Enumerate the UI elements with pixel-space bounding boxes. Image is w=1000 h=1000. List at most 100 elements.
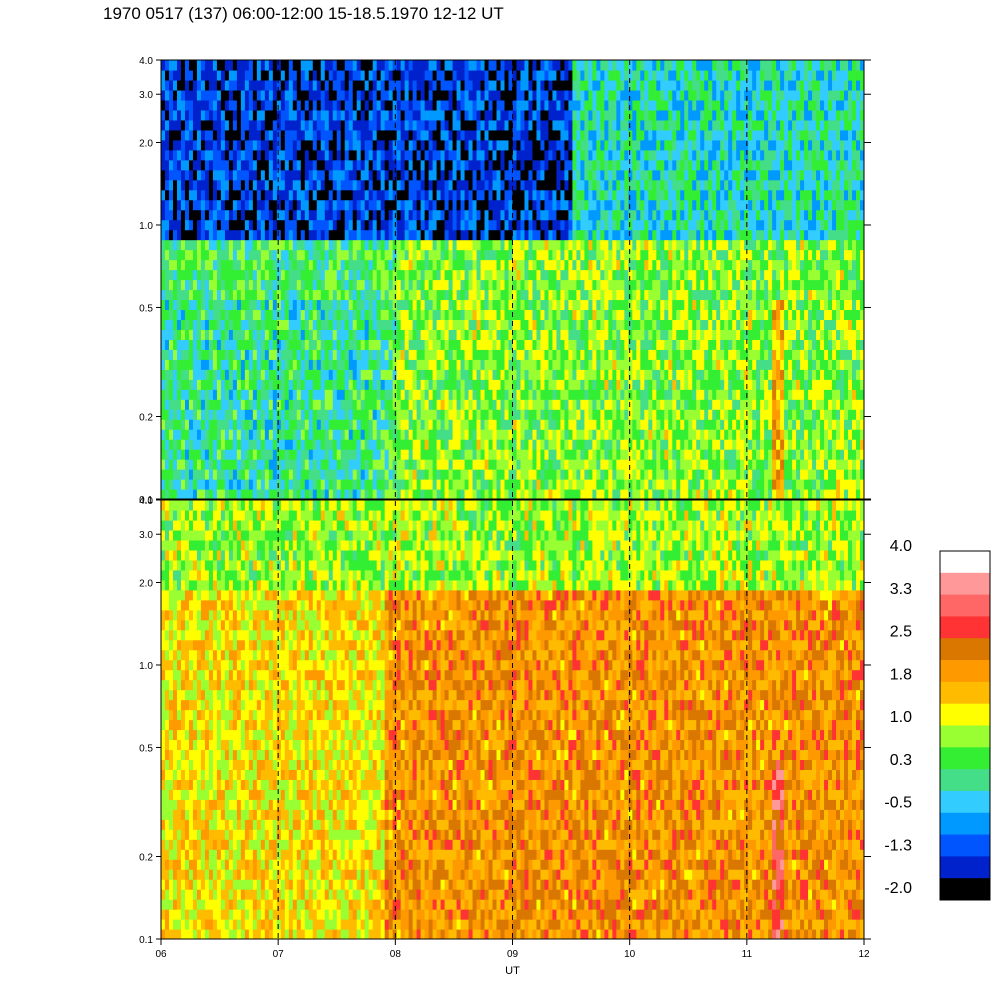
heatmap-cell xyxy=(420,369,426,380)
heatmap-cell xyxy=(408,219,414,231)
heatmap-cell xyxy=(472,449,478,460)
heatmap-cell xyxy=(572,69,577,81)
heatmap-cell xyxy=(172,259,178,271)
heatmap-cell xyxy=(592,449,597,460)
heatmap-cell xyxy=(364,439,370,450)
heatmap-cell xyxy=(260,229,266,241)
heatmap-cell xyxy=(416,299,422,311)
heatmap-cell xyxy=(436,379,442,390)
heatmap-cell xyxy=(312,209,318,221)
heatmap-cell xyxy=(264,109,270,121)
heatmap-cell xyxy=(444,89,450,101)
heatmap-cell xyxy=(424,279,430,291)
heatmap-cell xyxy=(340,359,346,370)
heatmap-cell xyxy=(220,119,226,131)
heatmap-cell xyxy=(204,119,210,131)
heatmap-cell xyxy=(300,339,306,350)
heatmap-cell xyxy=(260,79,266,91)
heatmap-cell xyxy=(268,249,274,261)
heatmap-cell xyxy=(480,89,486,101)
heatmap-cell xyxy=(196,209,202,221)
heatmap-cell xyxy=(228,99,234,111)
heatmap-cell xyxy=(220,379,226,390)
heatmap-cell xyxy=(240,239,246,251)
heatmap-cell xyxy=(472,79,478,91)
heatmap-cell xyxy=(161,329,166,340)
heatmap-cell xyxy=(508,449,514,460)
heatmap-cell xyxy=(224,139,230,151)
heatmap-cell xyxy=(524,289,530,301)
heatmap-cell xyxy=(236,349,242,360)
heatmap-cell xyxy=(264,99,270,111)
heatmap-cell xyxy=(168,349,174,360)
heatmap-cell xyxy=(340,489,346,499)
heatmap-cell xyxy=(328,329,334,340)
heatmap-cell xyxy=(288,309,294,321)
heatmap-cell xyxy=(472,459,478,470)
heatmap-cell xyxy=(180,429,186,440)
heatmap-cell xyxy=(172,469,178,480)
heatmap-cell xyxy=(340,399,346,410)
heatmap-cell xyxy=(348,119,354,131)
heatmap-cell xyxy=(336,369,342,380)
heatmap-cell xyxy=(436,69,442,81)
heatmap-cell xyxy=(544,229,550,241)
heatmap-cell xyxy=(316,259,322,271)
heatmap-cell xyxy=(444,169,450,181)
heatmap-cell xyxy=(436,289,442,301)
heatmap-cell xyxy=(504,399,510,410)
heatmap-cell xyxy=(172,309,178,321)
heatmap-cell xyxy=(320,479,326,490)
heatmap-cell xyxy=(520,169,526,181)
heatmap-cell xyxy=(224,69,230,81)
heatmap-cell xyxy=(340,249,346,261)
heatmap-cell xyxy=(296,389,302,400)
heatmap-cell xyxy=(412,369,418,380)
heatmap-cell xyxy=(580,129,585,141)
heatmap-cell xyxy=(528,60,534,71)
heatmap-cell xyxy=(492,309,498,321)
heatmap-cell xyxy=(600,259,605,271)
heatmap-cell xyxy=(512,60,518,71)
heatmap-cell xyxy=(164,129,170,141)
heatmap-cell xyxy=(216,259,222,271)
heatmap-cell xyxy=(280,189,286,201)
heatmap-cell xyxy=(452,339,458,350)
heatmap-cell xyxy=(356,259,362,271)
heatmap-cell xyxy=(464,139,470,151)
heatmap-cell xyxy=(336,149,342,161)
heatmap-cell xyxy=(332,289,338,301)
heatmap-cell xyxy=(456,319,462,330)
heatmap-cell xyxy=(252,409,258,420)
heatmap-cell xyxy=(400,179,406,191)
heatmap-cell xyxy=(460,319,466,330)
heatmap-cell xyxy=(264,299,270,311)
heatmap-cell xyxy=(472,259,478,271)
heatmap-cell xyxy=(312,269,318,281)
heatmap-cell xyxy=(240,299,246,311)
heatmap-cell xyxy=(428,349,434,360)
heatmap-cell xyxy=(388,199,394,211)
heatmap-cell xyxy=(460,219,466,231)
heatmap-cell xyxy=(552,60,558,71)
heatmap-cell xyxy=(364,419,370,430)
heatmap-cell xyxy=(340,349,346,360)
heatmap-cell xyxy=(308,189,314,201)
heatmap-cell xyxy=(372,239,378,251)
heatmap-cell xyxy=(380,159,386,171)
heatmap-cell xyxy=(448,109,454,121)
heatmap-cell xyxy=(184,99,190,111)
heatmap-cell xyxy=(372,179,378,191)
heatmap-cell xyxy=(428,249,434,261)
heatmap-cell xyxy=(304,309,310,321)
heatmap-cell xyxy=(576,219,581,231)
heatmap-cell xyxy=(452,259,458,271)
heatmap-cell xyxy=(192,439,198,450)
heatmap-cell xyxy=(224,419,230,430)
heatmap-cell xyxy=(232,109,238,121)
heatmap-cell xyxy=(544,489,550,499)
heatmap-cell xyxy=(520,179,526,191)
heatmap-cell xyxy=(492,329,498,340)
heatmap-cell xyxy=(524,179,530,191)
heatmap-cell xyxy=(364,179,370,191)
